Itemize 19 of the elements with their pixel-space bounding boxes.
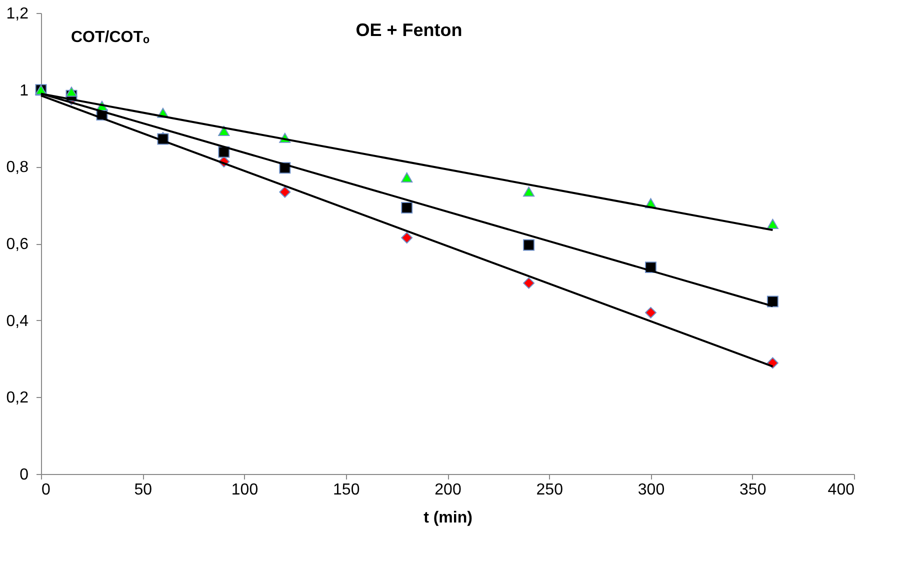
- x-tick-label: 100: [231, 482, 258, 498]
- x-tick-label: 150: [333, 482, 360, 498]
- x-tick-label: 400: [828, 482, 855, 498]
- y-axis-title: COT/COTₒ: [71, 29, 150, 46]
- x-axis-title: t (min): [424, 510, 472, 526]
- x-tick-label: 0: [42, 482, 50, 498]
- y-tick-label: 1: [20, 82, 29, 100]
- x-tick-label: 200: [434, 482, 462, 498]
- y-tick-label: 0,2: [6, 390, 29, 407]
- x-tick-label: 300: [638, 482, 665, 498]
- x-tick-label: 350: [740, 482, 766, 498]
- y-tick-label: 0,4: [6, 312, 29, 330]
- y-tick-label: 0,8: [6, 159, 29, 176]
- y-tick-label: 1,2: [6, 6, 29, 22]
- x-tick-label: 250: [536, 482, 564, 498]
- chart-title: OE + Fenton: [356, 20, 462, 40]
- y-tick-label: 0: [20, 466, 29, 484]
- x-tick-label: 50: [134, 482, 152, 498]
- y-tick-label: 0,6: [6, 236, 29, 253]
